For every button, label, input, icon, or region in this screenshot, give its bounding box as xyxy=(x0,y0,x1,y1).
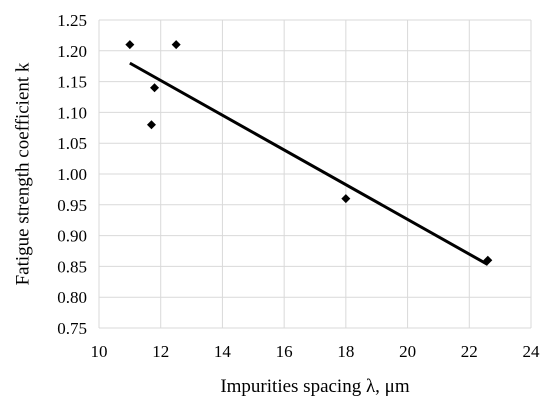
data-point xyxy=(171,40,181,50)
x-tick-label: 14 xyxy=(214,342,232,361)
y-tick-labels: 0.75 0.80 0.85 0.90 0.95 1.00 1.05 1.10 1.15 1.20… xyxy=(57,11,87,338)
trendline-layer xyxy=(129,61,489,266)
data-point xyxy=(483,255,493,265)
trendline xyxy=(129,61,489,266)
x-tick-labels: 10 12 14 16 18 20 22 24 xyxy=(91,342,541,361)
x-tick-label: 16 xyxy=(276,342,293,361)
data-point xyxy=(125,40,135,50)
y-tick-label: 0.75 xyxy=(57,319,87,338)
data-point xyxy=(341,194,351,204)
data-point xyxy=(150,83,160,93)
x-tick-label: 12 xyxy=(152,342,169,361)
y-tick-label: 0.80 xyxy=(57,288,87,307)
y-tick-label: 1.05 xyxy=(57,134,87,153)
y-tick-label: 1.20 xyxy=(57,42,87,61)
x-axis-title: Impurities spacing λ, μm xyxy=(220,376,410,397)
y-tick-label: 0.90 xyxy=(57,227,87,246)
x-tick-label: 22 xyxy=(461,342,478,361)
y-tick-label: 1.25 xyxy=(57,11,87,30)
grid xyxy=(98,19,532,329)
y-tick-label: 0.85 xyxy=(57,257,87,276)
y-axis-title: Fatigue strength coefficient k xyxy=(12,62,33,285)
y-tick-label: 0.95 xyxy=(57,196,87,215)
x-tick-label: 10 xyxy=(91,342,108,361)
y-tick-label: 1.00 xyxy=(57,165,87,184)
data-points xyxy=(125,40,493,265)
y-tick-label: 1.10 xyxy=(57,103,87,122)
x-tick-label: 24 xyxy=(523,342,541,361)
y-tick-label: 1.15 xyxy=(57,73,87,92)
x-tick-label: 18 xyxy=(337,342,354,361)
x-tick-label: 20 xyxy=(399,342,416,361)
data-point xyxy=(146,120,156,130)
